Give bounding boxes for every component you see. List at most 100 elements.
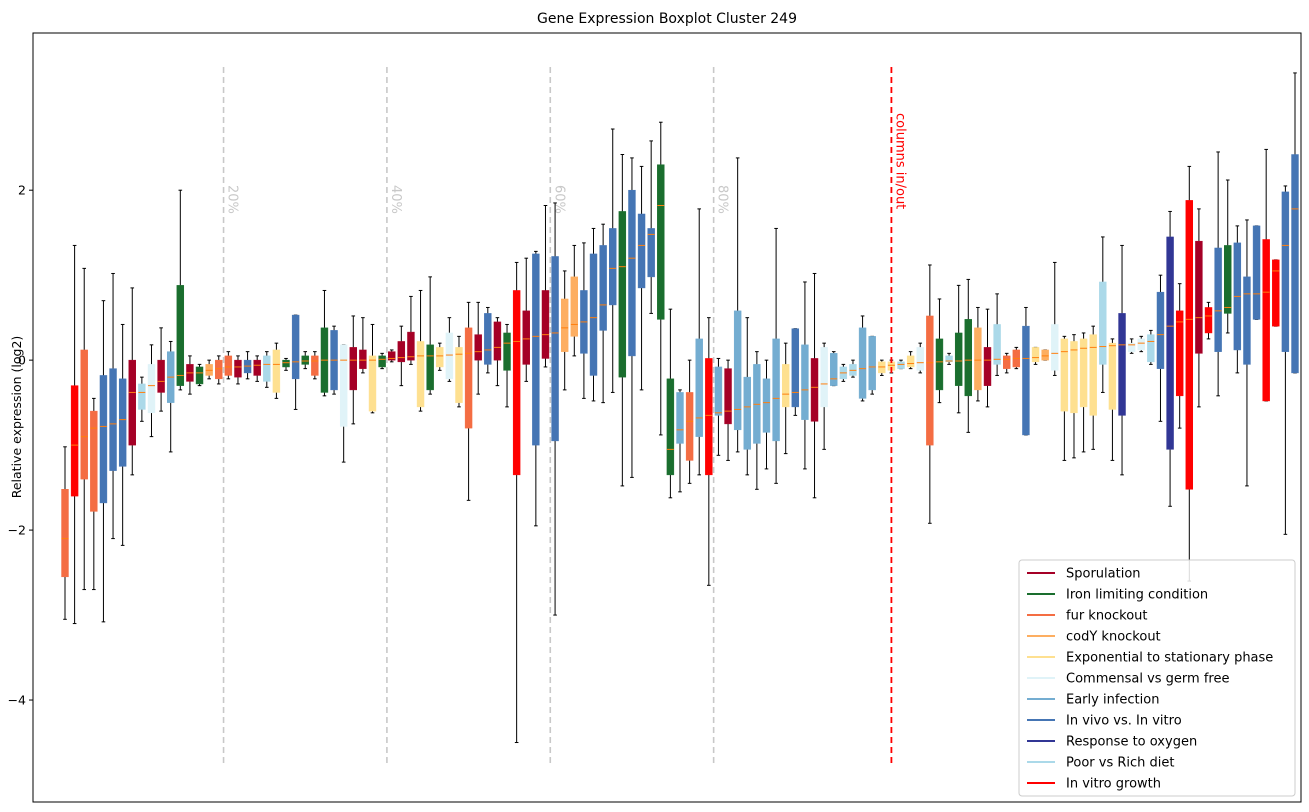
box-body bbox=[157, 359, 165, 393]
box-17 bbox=[215, 355, 223, 385]
box-body bbox=[397, 341, 406, 363]
box-body bbox=[589, 253, 598, 376]
box-111 bbox=[1118, 244, 1126, 476]
box-body bbox=[61, 489, 69, 578]
box-body bbox=[551, 256, 559, 442]
box-body bbox=[906, 355, 915, 368]
legend-label: Response to oxygen bbox=[1066, 735, 1197, 750]
box-body bbox=[147, 364, 156, 414]
box-body bbox=[532, 253, 540, 446]
box-body bbox=[464, 327, 473, 429]
box-body bbox=[176, 285, 185, 386]
box-41 bbox=[445, 317, 454, 382]
box-body bbox=[70, 385, 79, 497]
box-body bbox=[666, 378, 675, 476]
box-88 bbox=[897, 359, 905, 370]
box-body bbox=[897, 361, 905, 369]
box-54 bbox=[570, 244, 579, 357]
box-32 bbox=[359, 317, 367, 374]
box-body bbox=[99, 375, 108, 504]
box-8 bbox=[128, 287, 136, 476]
box-98 bbox=[993, 293, 1001, 376]
box-body bbox=[1166, 236, 1174, 450]
box-51 bbox=[541, 204, 550, 368]
box-24 bbox=[282, 357, 290, 371]
box-16 bbox=[205, 359, 213, 380]
box-body bbox=[637, 213, 646, 289]
legend-entry: In vivo vs. In vitro bbox=[1027, 714, 1182, 729]
box-106 bbox=[1070, 334, 1078, 459]
box-body bbox=[830, 353, 838, 386]
box-body bbox=[1137, 338, 1145, 351]
box-27 bbox=[311, 351, 319, 380]
box-body bbox=[945, 355, 953, 363]
box-9 bbox=[138, 376, 146, 422]
box-38 bbox=[416, 289, 425, 412]
plot-frame bbox=[32, 32, 1302, 803]
box-113 bbox=[1137, 335, 1145, 353]
box-19 bbox=[234, 355, 242, 385]
box-body bbox=[1147, 334, 1155, 363]
legend-entry: Sporulation bbox=[1027, 567, 1141, 582]
box-20 bbox=[243, 351, 252, 380]
box-body bbox=[743, 376, 751, 450]
box-body bbox=[474, 334, 482, 361]
box-body bbox=[1195, 240, 1203, 354]
legend-entry: In vitro growth bbox=[1027, 777, 1161, 792]
box-11 bbox=[157, 327, 165, 412]
box-42 bbox=[455, 335, 463, 408]
legend-entry: codY knockout bbox=[1027, 630, 1161, 645]
box-90 bbox=[916, 342, 924, 374]
box-105 bbox=[1060, 335, 1069, 461]
box-body bbox=[1272, 259, 1280, 327]
box-body bbox=[916, 347, 924, 371]
box-body bbox=[570, 276, 579, 337]
box-92 bbox=[935, 298, 944, 404]
box-48 bbox=[512, 261, 521, 744]
legend-label: Sporulation bbox=[1066, 567, 1141, 582]
box-114 bbox=[1147, 329, 1155, 365]
box-34 bbox=[378, 352, 386, 370]
box-body bbox=[1089, 334, 1097, 416]
box-64 bbox=[666, 308, 675, 499]
box-56 bbox=[589, 227, 598, 402]
box-121 bbox=[1214, 151, 1222, 397]
y-tick-label: −4 bbox=[8, 693, 26, 708]
box-25 bbox=[291, 314, 300, 410]
box-body bbox=[935, 338, 944, 391]
box-2 bbox=[70, 244, 79, 625]
box-body bbox=[301, 355, 309, 365]
box-body bbox=[1291, 154, 1299, 374]
box-body bbox=[974, 327, 982, 391]
box-57 bbox=[599, 223, 607, 404]
box-body bbox=[339, 344, 348, 427]
box-72 bbox=[743, 317, 751, 476]
percentile-label: 20% bbox=[225, 185, 240, 214]
box-body bbox=[599, 245, 607, 331]
legend-entry: Poor vs Rich diet bbox=[1027, 756, 1174, 771]
box-102 bbox=[1031, 346, 1040, 365]
legend-entry: Response to oxygen bbox=[1027, 735, 1197, 750]
box-body bbox=[1224, 245, 1232, 314]
y-axis: −4 −2 0 2 bbox=[8, 183, 33, 708]
box-13 bbox=[176, 189, 185, 391]
divider-label: columns in/out bbox=[892, 113, 907, 209]
box-39 bbox=[426, 276, 434, 395]
box-63 bbox=[657, 121, 665, 436]
legend-label: Commensal vs germ free bbox=[1066, 672, 1229, 687]
box-body bbox=[1108, 342, 1117, 410]
box-body bbox=[493, 321, 502, 361]
legend-label: Early infection bbox=[1066, 693, 1159, 708]
box-body bbox=[1185, 200, 1194, 490]
box-75 bbox=[772, 227, 780, 484]
box-body bbox=[1060, 338, 1069, 412]
box-81 bbox=[830, 351, 838, 387]
box-104 bbox=[1051, 261, 1059, 376]
box-94 bbox=[954, 284, 963, 414]
box-body bbox=[512, 290, 521, 476]
box-body bbox=[772, 338, 780, 442]
box-116 bbox=[1166, 210, 1174, 507]
box-body bbox=[714, 366, 723, 416]
box-127 bbox=[1272, 259, 1280, 327]
box-68 bbox=[705, 317, 713, 586]
